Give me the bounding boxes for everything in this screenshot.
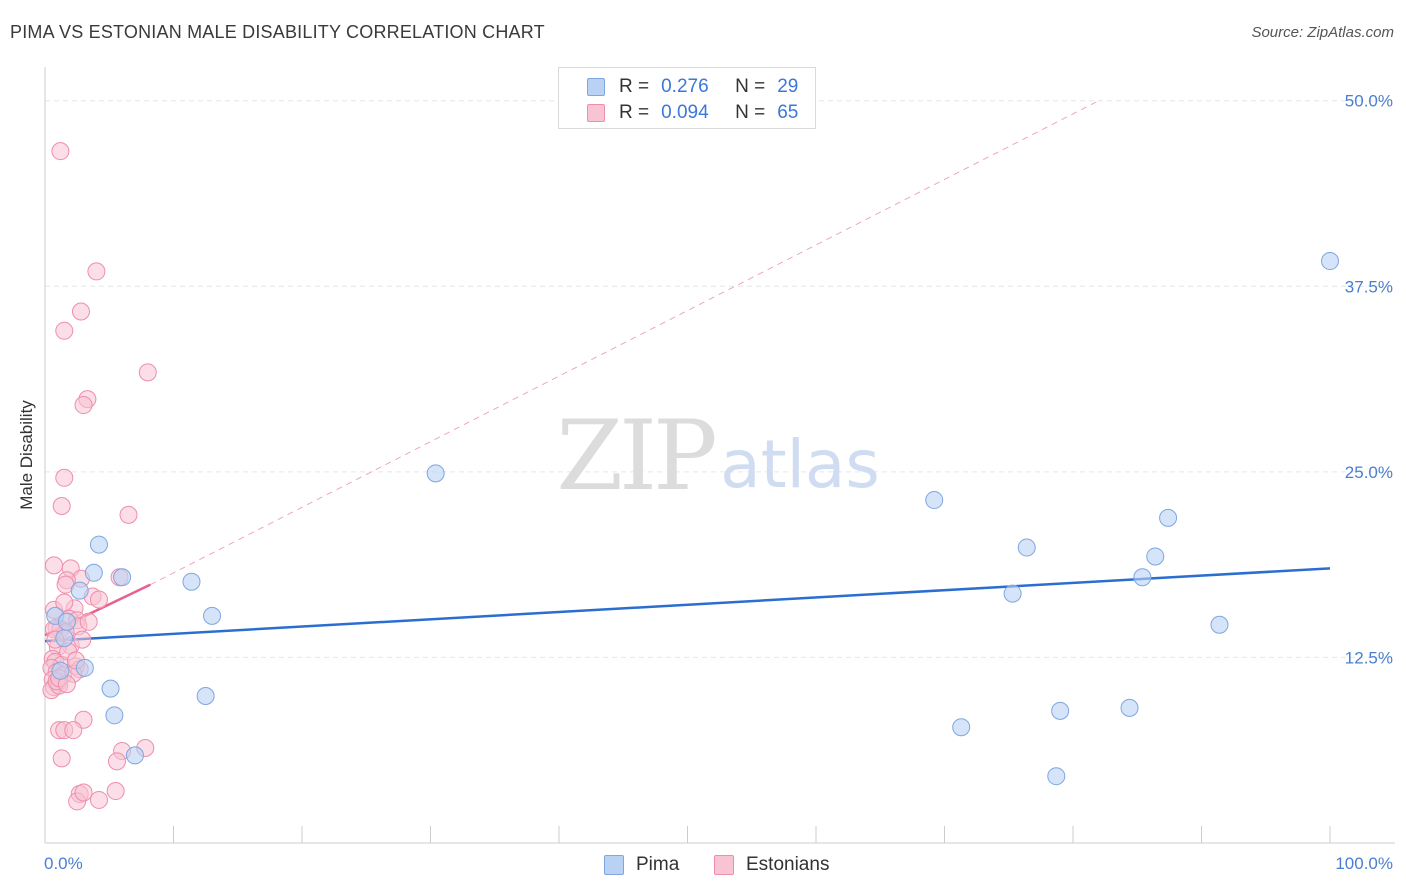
x-tick-label: 0.0% [44, 854, 83, 873]
n-value: 29 [777, 76, 799, 97]
watermark-zip: ZIP [556, 400, 715, 512]
estonians-point [55, 321, 74, 340]
estonians-swatch [714, 855, 734, 875]
estonians-point [51, 142, 70, 161]
pima-point [196, 687, 215, 706]
estonians-point [44, 556, 63, 575]
estonians-point [74, 783, 93, 802]
pima-point [1017, 538, 1036, 557]
pima-point [1146, 547, 1165, 566]
watermark-atlas: atlas [720, 426, 880, 503]
pima-point [1003, 584, 1022, 603]
tick-labels: 12.5% 25.0% 37.5% 50.0% 0.0% 100.0% [44, 92, 1393, 873]
pima-point [70, 581, 89, 600]
pima-swatch [604, 855, 624, 875]
pima-point [89, 535, 108, 554]
pima-point [1210, 615, 1229, 634]
pima-point [55, 629, 74, 648]
pima-point [75, 658, 94, 677]
legend-row-pima: R = 0.276 N = 29 [587, 75, 798, 99]
y-tick-label: 25.0% [1345, 463, 1393, 482]
axes [44, 67, 1395, 844]
x-tick-label: 100.0% [1335, 854, 1393, 873]
pima-point [426, 464, 445, 483]
pima-point [1159, 508, 1178, 527]
stats-legend: R = 0.276 N = 29 R = 0.094 N = 65 [558, 67, 816, 129]
grid-lines [45, 100, 1395, 658]
estonians-point [73, 630, 92, 649]
pima-point [1321, 252, 1339, 271]
estonians-point [55, 468, 74, 487]
pima-point [925, 491, 944, 510]
r-label: R = [619, 102, 650, 123]
pima-point [57, 612, 76, 631]
legend-label-estonians: Estonians [746, 854, 830, 875]
legend-row-estonians: R = 0.094 N = 65 [587, 101, 798, 125]
n-label: N = [735, 76, 766, 97]
pima-point [113, 568, 132, 587]
y-tick-label: 12.5% [1345, 648, 1393, 667]
pima-point [1047, 767, 1066, 786]
estonians-point [79, 612, 98, 631]
n-value: 65 [777, 102, 799, 123]
watermark: ZIP atlas [556, 400, 879, 512]
estonians-point [52, 749, 71, 768]
estonians-point [106, 782, 125, 801]
trend-lines [44, 100, 1331, 643]
pima-point [125, 746, 144, 765]
pima-point [1133, 568, 1152, 587]
r-value: 0.094 [661, 102, 709, 123]
estonians-point [55, 593, 74, 612]
pima-point [1120, 698, 1139, 717]
pima-point [84, 563, 103, 582]
pima-point [105, 706, 124, 725]
y-tick-label: 37.5% [1345, 277, 1393, 296]
chart-title: PIMA VS ESTONIAN MALE DISABILITY CORRELA… [10, 22, 545, 42]
estonians-point [119, 505, 138, 524]
estonians-point [138, 363, 157, 382]
r-value: 0.276 [661, 76, 709, 97]
estonians-point [64, 721, 83, 740]
pima-swatch [587, 78, 605, 96]
data-points [42, 142, 1339, 811]
pima-point [1051, 701, 1070, 720]
estonians-point [87, 262, 106, 281]
y-tick-label: 50.0% [1345, 92, 1393, 111]
r-label: R = [619, 76, 650, 97]
pima-point [101, 679, 120, 698]
estonians-swatch [587, 104, 605, 122]
legend-item-estonians: Estonians [714, 853, 829, 877]
pima-point [203, 606, 222, 625]
estonians-point [89, 590, 108, 609]
estonians-point [52, 496, 71, 515]
estonians-point [71, 302, 90, 321]
pima-point [182, 572, 201, 591]
estonians-trend-extension [150, 100, 1099, 586]
estonians-point [74, 396, 93, 415]
legend-label-pima: Pima [636, 854, 680, 875]
source-credit: Source: ZipAtlas.com [1251, 24, 1394, 41]
estonians-point [89, 790, 108, 809]
pima-point [952, 718, 971, 737]
legend-item-pima: Pima [604, 853, 679, 877]
pima-point [51, 661, 70, 680]
n-label: N = [735, 102, 766, 123]
pima-trend-line [44, 567, 1331, 643]
estonians-point [107, 752, 126, 771]
